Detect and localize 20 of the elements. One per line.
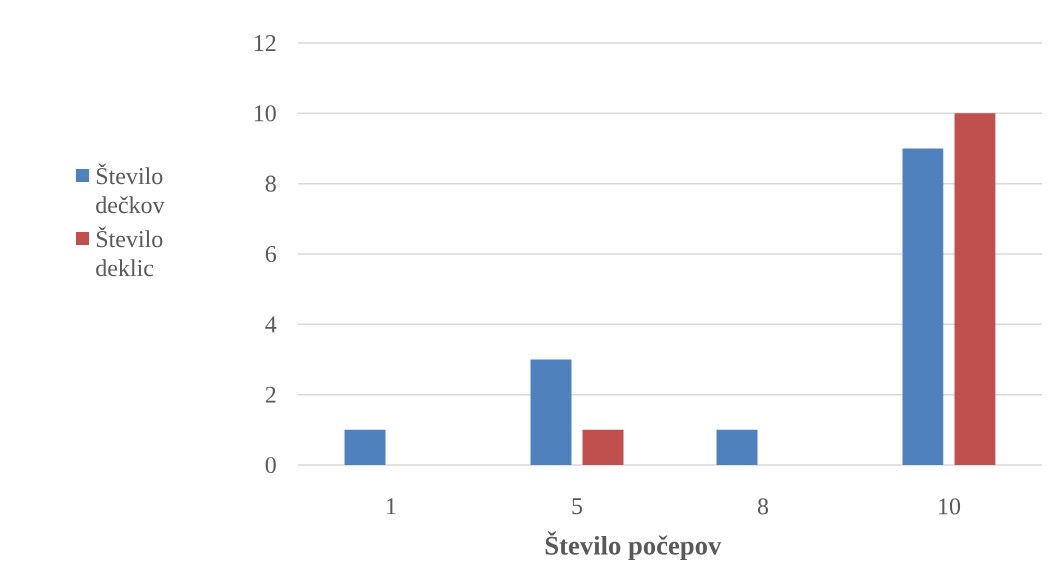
legend-label: Število dečkov [96,163,165,214]
x-tick-label: 5 [572,498,583,515]
bar [582,429,624,465]
x-tick-label: 1 [387,498,396,515]
y-tick-label: 6 [265,245,277,263]
y-tick-label: 0 [265,456,276,474]
bar [954,113,996,465]
bar [530,359,572,465]
bar [716,429,758,465]
x-tick-label: 8 [757,498,769,515]
legend-label: Število deklic [96,226,163,277]
y-tick-label: 12 [254,35,276,51]
bar [902,148,944,465]
bar [344,429,386,465]
y-tick-label: 10 [254,105,276,122]
x-tick-label: 10 [939,498,961,515]
y-tick-label: 8 [265,175,276,192]
y-tick-label: 2 [265,386,276,403]
x-axis-title: Število počepov [545,531,722,561]
y-tick-label: 4 [265,316,277,333]
